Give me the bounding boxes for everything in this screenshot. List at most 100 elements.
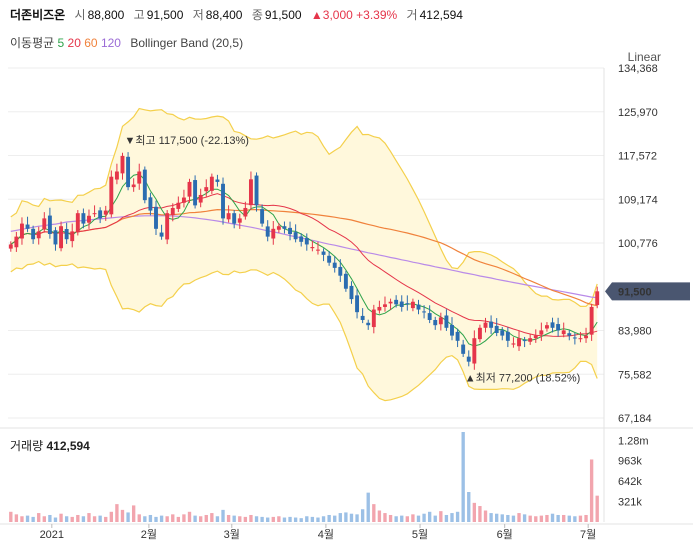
candle-body: [410, 301, 415, 309]
volume-bar: [59, 513, 63, 522]
volume-bar: [226, 514, 231, 522]
volume-bar: [455, 511, 460, 522]
x-tick-label: 2021: [40, 529, 64, 541]
volume-bar: [433, 515, 437, 522]
volume-bar: [115, 504, 119, 522]
volume-title-label: 거래량: [10, 439, 44, 453]
candle-body: [399, 301, 404, 307]
volume-bar: [37, 513, 41, 522]
bollinger-upper-line: [10, 107, 598, 308]
volume-bar: [215, 516, 220, 522]
candle-body: [36, 231, 41, 239]
candle-body: [109, 176, 114, 215]
candle-body: [114, 171, 119, 180]
candle-body: [165, 213, 170, 240]
volume-bar: [271, 516, 275, 522]
candle-body: [433, 319, 438, 326]
volume-bar: [126, 512, 130, 522]
volume-bar: [500, 514, 504, 522]
volume-bar: [165, 516, 169, 522]
volume-bar: [204, 514, 208, 522]
volume-bar: [98, 515, 102, 522]
candle-body: [148, 197, 153, 211]
candle-body: [422, 311, 427, 313]
candle-body: [47, 215, 52, 235]
volume-bar: [243, 516, 248, 522]
candle-body: [31, 228, 36, 240]
candle-body: [8, 244, 13, 249]
candle-body: [477, 327, 482, 340]
volume-bar: [321, 516, 326, 522]
candle-body: [187, 181, 192, 197]
candle-body: [265, 226, 270, 237]
bollinger-lower-line: [10, 260, 598, 402]
volume-tick-label: 642k: [618, 476, 642, 488]
candle-body: [20, 223, 24, 239]
close-value: 91,500: [264, 8, 302, 22]
volume-bar: [522, 514, 527, 522]
volume-bar: [305, 516, 309, 522]
candle-body: [42, 218, 47, 230]
candle-body: [209, 176, 214, 191]
high-annotation: ▼최고 117,500 (-22.13%): [124, 134, 248, 147]
volume-bar: [578, 515, 583, 522]
candle-body: [131, 184, 136, 188]
candle-body: [159, 232, 164, 237]
volume-bar: [210, 513, 214, 522]
volume-bar: [483, 510, 488, 522]
indicator-legend[interactable]: 이동평균 5 20 60 120 Bollinger Band (20,5): [10, 34, 243, 51]
volume-bar: [573, 516, 577, 522]
volume-bar: [534, 516, 538, 522]
scale-toggle[interactable]: Linear: [627, 50, 661, 64]
candle-body: [461, 344, 466, 354]
volume-bar: [360, 509, 365, 522]
candle-body: [25, 224, 30, 229]
candle-body: [137, 171, 142, 184]
volume-bar: [349, 513, 354, 522]
candle-body: [539, 330, 544, 335]
ma5-line: [10, 173, 598, 347]
candle-body: [522, 340, 527, 342]
volume-bar: [327, 514, 331, 522]
candle-body: [70, 231, 75, 242]
candle-body: [371, 309, 376, 328]
candle-body: [304, 238, 309, 245]
x-tick-label: 5월: [412, 528, 428, 541]
candle-body: [142, 169, 147, 201]
volume-bar: [70, 516, 74, 522]
candle-body: [260, 209, 265, 224]
volume-bar: [277, 516, 281, 522]
volume-bar: [517, 513, 521, 522]
volume-bar: [422, 513, 426, 522]
candle-body: [204, 187, 209, 192]
volume-bar: [416, 515, 421, 522]
x-tick-label: 7월: [580, 528, 596, 541]
x-tick-label: 2월: [141, 528, 157, 541]
candle-body: [450, 324, 454, 336]
volume-bar: [400, 515, 404, 522]
price-tick-label: 67,184: [618, 413, 652, 425]
volume-bar: [282, 517, 287, 522]
current-price-tag: [605, 282, 690, 301]
candle-body: [366, 322, 371, 326]
volume-bar: [20, 516, 24, 522]
candle-body: [528, 338, 533, 342]
candle-body: [92, 213, 97, 215]
volume-bar: [131, 505, 136, 522]
volume-tick-label: 963k: [618, 456, 642, 468]
volume-bar: [249, 514, 253, 522]
volume-bar: [405, 516, 409, 522]
x-tick-label: 3월: [224, 528, 240, 541]
x-tick-label: 6월: [497, 528, 513, 541]
volume-bar: [489, 513, 493, 522]
candle-body: [276, 226, 281, 230]
moving-average-label: 이동평균: [10, 36, 55, 50]
price-tick-label: 109,174: [618, 194, 658, 206]
candle-body: [550, 322, 555, 328]
candle-body: [338, 266, 343, 276]
price-tick-label: 100,776: [618, 238, 658, 250]
candle-body: [578, 338, 583, 340]
volume-bar: [143, 516, 147, 522]
volume-tick-label: 1.28m: [618, 435, 649, 447]
